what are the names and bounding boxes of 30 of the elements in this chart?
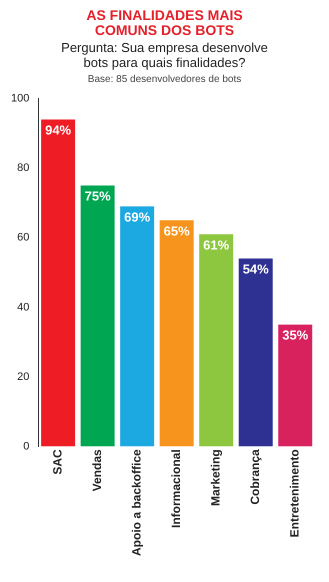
y-tick-label: 100 <box>10 92 30 105</box>
data-label: 35% <box>282 328 309 343</box>
data-label: 54% <box>242 262 270 277</box>
x-tick-label: Cobrança <box>248 449 262 505</box>
y-tick-label: 20 <box>17 370 30 383</box>
bar <box>120 206 154 446</box>
text: Base: 85 desenvolvedores de bots <box>86 74 242 85</box>
data-label: 69% <box>124 209 151 224</box>
bar <box>160 220 194 446</box>
x-tick-label: Vendas <box>90 448 104 492</box>
x-tick-label: SAC <box>50 448 64 475</box>
data-label: 61% <box>203 237 230 252</box>
bar <box>278 324 312 446</box>
x-tick-label: Entretenimento <box>288 449 302 538</box>
bar <box>199 234 234 446</box>
data-label: 65% <box>164 223 190 238</box>
chart-title: AS FINALIDADES MAIS COMUNS DOS BOTS <box>85 7 244 38</box>
y-tick-label: 60 <box>17 232 30 244</box>
x-tick-label: Apoio a backoffice <box>129 448 144 556</box>
bar <box>238 258 273 446</box>
data-label: 94% <box>45 122 72 138</box>
data-label: 75% <box>84 188 112 204</box>
bar <box>41 119 76 446</box>
chart-subtitle: Pergunta: Sua empresa desenvolve bots para quais finalidades? <box>60 40 269 70</box>
x-tick-label: Informacional <box>168 449 183 528</box>
y-tick-label: 0 <box>23 440 30 452</box>
y-tick-label: 80 <box>17 162 30 174</box>
x-tick-label: Marketing <box>208 449 223 506</box>
y-tick-label: 40 <box>17 301 30 314</box>
bar <box>80 186 115 446</box>
